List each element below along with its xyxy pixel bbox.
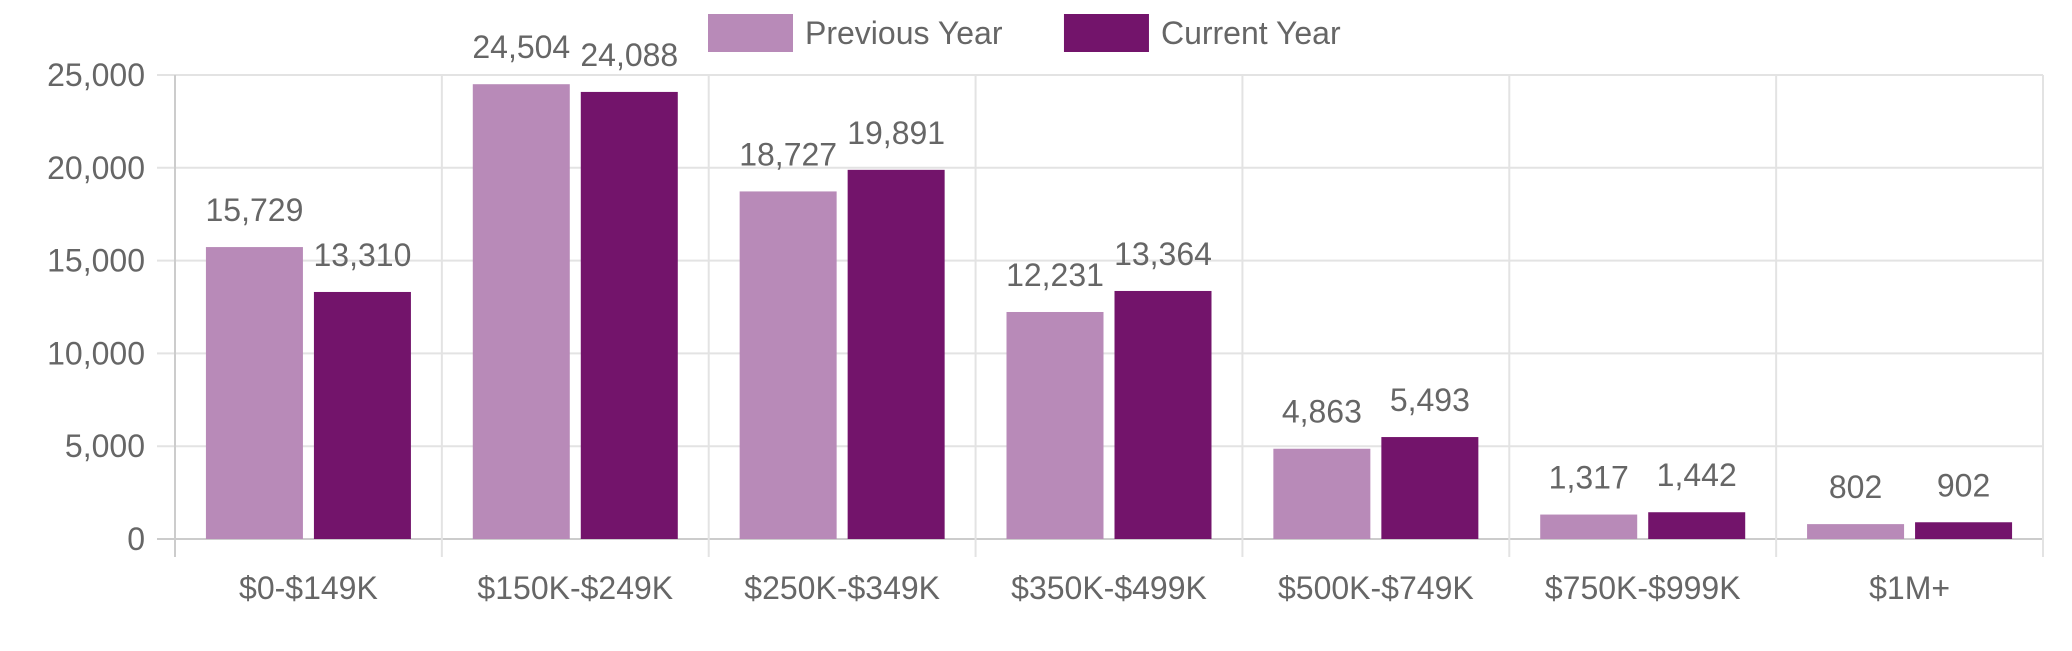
data-label: 13,310 [313,237,411,273]
bar-previous-year [205,247,303,539]
x-tick-label: $750K-$999K [1545,570,1741,606]
data-label: 1,442 [1657,457,1737,493]
bar-current-year [1114,290,1212,539]
y-tick-label: 10,000 [47,335,145,371]
bar-previous-year [1807,524,1905,539]
data-label: 19,891 [847,115,945,151]
data-label: 24,504 [472,29,570,65]
legend-swatch-previous-year [708,14,793,52]
legend-swatch-current-year [1063,14,1149,52]
data-label: 24,088 [580,37,678,73]
bar-previous-year [1006,311,1104,539]
y-tick-label: 0 [127,521,145,557]
bar-previous-year [1273,448,1371,539]
legend-label-previous-year: Previous Year [805,15,1003,51]
bar-previous-year [472,84,570,540]
y-tick-label: 25,000 [47,57,145,93]
x-tick-label: $250K-$349K [744,570,940,606]
data-label: 15,729 [205,192,303,228]
data-label: 1,317 [1549,460,1629,496]
x-tick-label: $0-$149K [239,570,378,606]
legend-label-current-year: Current Year [1161,15,1341,51]
bar-current-year [313,291,411,539]
x-tick-label: $500K-$749K [1278,570,1474,606]
bar-current-year [580,91,678,539]
y-tick-label: 15,000 [47,243,145,279]
data-label: 4,863 [1282,394,1362,430]
data-label: 802 [1829,469,1882,505]
bar-previous-year [1540,514,1638,539]
x-tick-label: $150K-$249K [477,570,673,606]
data-label: 18,727 [739,136,837,172]
y-tick-label: 5,000 [65,428,145,464]
bar-current-year [1915,522,2013,539]
bar-current-year [1648,512,1746,539]
bar-previous-year [739,191,837,539]
bar-current-year [847,169,945,539]
data-label: 902 [1937,467,1990,503]
x-tick-label: $350K-$499K [1011,570,1207,606]
data-label: 13,364 [1114,236,1212,272]
data-label: 5,493 [1390,382,1470,418]
bar-current-year [1381,437,1479,539]
x-tick-label: $1M+ [1869,570,1950,606]
data-label: 12,231 [1006,257,1104,293]
y-tick-label: 20,000 [47,150,145,186]
